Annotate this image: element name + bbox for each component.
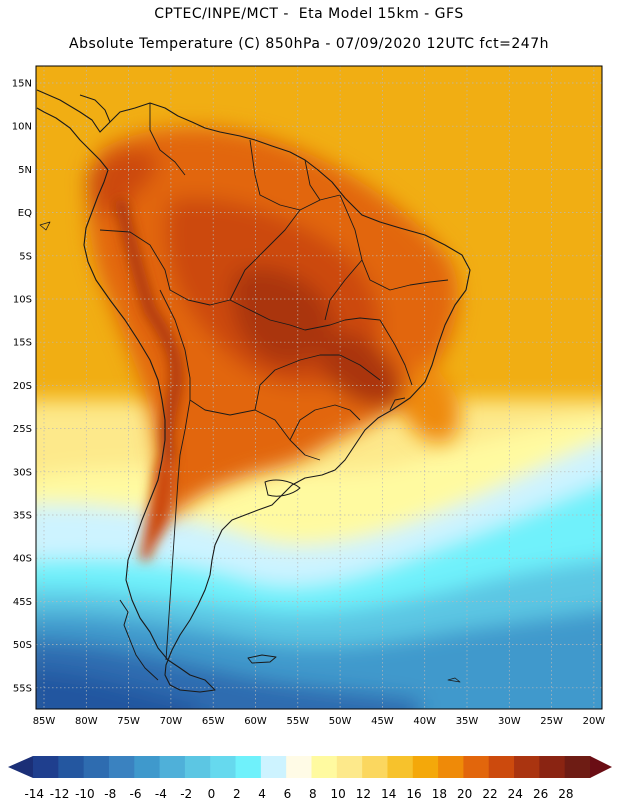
colorbar-label: 16 [406,787,421,800]
lon-label: 85W [33,716,56,727]
colorbar-swatch [564,756,591,778]
map-frame [35,65,603,710]
colorbar-swatch [311,756,338,778]
colorbar-swatch [260,756,287,778]
colorbar-label: -2 [180,787,192,800]
colorbar-swatch [159,756,186,778]
colorbar-swatch [362,756,388,778]
colorbar-swatch [387,756,414,778]
colorbar-label: 26 [533,787,548,800]
colorbar-swatch [235,756,262,778]
colorbar-swatch [539,756,566,778]
lon-label: 75W [117,716,140,727]
colorbar-swatch [108,756,135,778]
lat-label: 15S [13,338,32,349]
colorbar-swatch [83,756,110,778]
colorbar-swatch [438,756,464,778]
colorbar-label: 22 [482,787,497,800]
map-title-line1: CPTEC/INPE/MCT - Eta Model 15km - GFS [154,6,464,22]
lon-label: 60W [244,716,267,727]
lon-label: 50W [329,716,352,727]
lon-label: 80W [75,716,98,727]
lon-label: 35W [456,716,479,727]
latitude-labels: 15N 10N 5N EQ 5S 10S 15S 20S 25S 30S 35S 40S 45S 50S 5… [12,79,32,695]
lat-label: 40S [13,554,32,565]
lon-label: 70W [160,716,183,727]
lon-label: 25W [540,716,563,727]
lon-label: 20W [583,716,606,727]
colorbar-label: 14 [381,787,396,800]
colorbar-label: 4 [258,787,266,800]
colorbar-swatch [336,756,363,778]
colorbar-underflow-arrow [8,756,33,778]
colorbar-label: 0 [208,787,216,800]
colorbar-label: 6 [284,787,292,800]
lat-label: 25S [13,424,32,435]
colorbar-label: 24 [508,787,523,800]
lon-label: 55W [286,716,309,727]
colorbar-label: 8 [309,787,317,800]
colorbar-swatch [286,756,312,778]
colorbar-swatch [463,756,490,778]
lat-label: 30S [13,467,32,478]
colorbar-swatch [58,756,85,778]
lat-label: 10N [12,122,32,133]
lat-label: 55S [13,683,32,694]
colorbar-label: -10 [75,787,95,800]
colorbar-label: 20 [457,787,472,800]
lat-label: 50S [13,640,32,651]
colorbar-label: 10 [330,787,345,800]
colorbar-label: 18 [432,787,447,800]
lat-label: 10S [13,295,32,306]
map-title-line2: Absolute Temperature (C) 850hPa - 07/09/… [69,36,549,52]
lat-label: 20S [13,381,32,392]
lat-label: 5N [18,165,32,176]
lat-label: 5S [19,251,32,262]
lat-label: EQ [18,208,32,219]
colorbar: -14 -12 -10 -8 -6 -4 -2 0 2 4 6 8 10 12 14 16 18 20 22 24 26… [8,756,612,800]
colorbar-label: -14 [24,787,44,800]
colorbar-label: -6 [130,787,142,800]
colorbar-swatch [210,756,237,778]
coastline [36,89,471,693]
colorbar-label: -4 [155,787,167,800]
lon-label: 65W [202,716,225,727]
colorbar-label: 12 [356,787,371,800]
lat-lon-grid [36,66,602,709]
colorbar-swatch [412,756,439,778]
colorbar-swatch [514,756,540,778]
longitude-labels: 85W 80W 75W 70W 65W 60W 55W 50W 45W 40W 35W 30W 25W 2… [33,716,606,727]
colorbar-overflow-arrow [590,756,612,778]
colorbar-label: -8 [104,787,116,800]
lon-label: 30W [498,716,521,727]
lon-label: 45W [371,716,394,727]
lat-label: 45S [13,597,32,608]
colorbar-swatch [33,756,59,778]
colorbar-swatch [488,756,515,778]
lon-label: 40W [413,716,436,727]
temperature-field [36,66,602,709]
lat-label: 15N [12,79,32,90]
colorbar-swatch [184,756,211,778]
colorbar-swatch [134,756,161,778]
colorbar-label: 2 [233,787,241,800]
colorbar-label: 28 [558,787,573,800]
lat-label: 35S [13,511,32,522]
colorbar-label: -12 [50,787,70,800]
